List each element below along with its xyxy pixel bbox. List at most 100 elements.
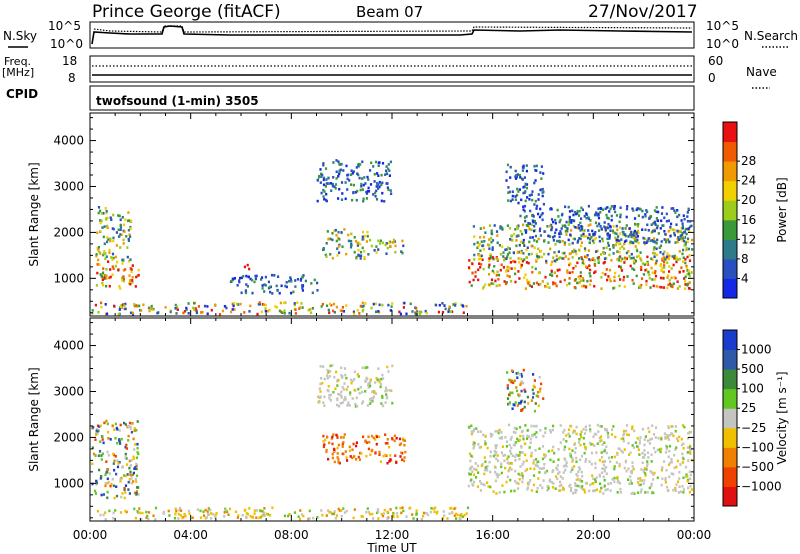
power-cell — [473, 253, 476, 257]
power-cell — [678, 238, 681, 241]
power-cell — [447, 308, 451, 311]
power-cell — [505, 257, 508, 261]
power-cell — [608, 277, 611, 281]
velocity-cell — [386, 365, 389, 369]
power-cell — [525, 224, 528, 227]
velocity-cell — [583, 488, 586, 492]
power-cell — [653, 209, 656, 212]
power-cell — [112, 213, 115, 217]
velocity-cell — [386, 517, 389, 520]
power-cell — [636, 249, 639, 253]
power-cell — [102, 273, 105, 276]
power-cell — [478, 254, 481, 257]
velocity-cell — [329, 393, 332, 397]
power-cell — [102, 253, 105, 257]
power-cell — [530, 285, 533, 288]
power-cell — [671, 285, 674, 289]
power-cell — [652, 284, 655, 288]
power-cell — [619, 206, 622, 209]
power-cell — [553, 251, 556, 254]
power-cell — [507, 191, 510, 194]
power-cell — [641, 209, 644, 213]
power-cell — [528, 198, 531, 201]
velocity-cell — [678, 470, 681, 474]
power-cell — [384, 243, 387, 247]
velocity-cell — [496, 454, 499, 457]
power-cell — [96, 231, 99, 235]
velocity-cell — [625, 469, 628, 473]
power-cell — [680, 233, 683, 237]
power-cell — [114, 264, 117, 268]
velocity-cell — [174, 512, 177, 516]
velocity-cell — [552, 469, 555, 472]
cbar-power-swatch — [723, 200, 737, 221]
velocity-cell — [600, 451, 603, 454]
power-cell — [683, 236, 687, 239]
velocity-cell — [147, 517, 150, 521]
power-cell — [454, 304, 457, 307]
velocity-cell — [376, 508, 379, 511]
velocity-cell — [381, 404, 385, 408]
velocity-cell — [559, 480, 562, 484]
velocity-cell — [667, 455, 670, 459]
velocity-cell — [647, 426, 650, 430]
power-cell — [150, 307, 153, 311]
velocity-cell — [571, 456, 574, 460]
velocity-cell — [349, 455, 352, 458]
velocity-cell — [339, 402, 342, 405]
velocity-cell — [520, 375, 524, 378]
power-cell — [591, 229, 594, 233]
power-cell — [627, 235, 630, 238]
power-cell — [636, 238, 639, 242]
velocity-cell — [632, 446, 636, 449]
power-cell — [385, 169, 388, 173]
velocity-cell — [207, 507, 210, 510]
power-cell — [95, 284, 98, 287]
velocity-cell — [583, 490, 586, 494]
power-cell — [500, 263, 503, 267]
power-cell — [633, 231, 636, 234]
power-cell — [615, 232, 618, 236]
power-cell — [240, 276, 243, 280]
power-cell — [319, 168, 322, 171]
velocity-cell — [372, 517, 375, 520]
power-cell — [350, 183, 353, 186]
velocity-cell — [263, 514, 266, 517]
power-cell — [322, 178, 325, 182]
velocity-cell — [127, 425, 130, 428]
power-cell — [646, 210, 649, 214]
cbar-velocity-tick-label: 100 — [741, 382, 764, 396]
power-cell — [193, 301, 196, 305]
velocity-cell — [283, 514, 286, 518]
power-cell — [691, 248, 694, 251]
power-cell — [604, 226, 607, 230]
power-cell — [509, 257, 512, 260]
power-cell — [565, 233, 568, 236]
power-cell — [389, 244, 392, 248]
power-cell — [636, 229, 639, 233]
freq-panel: Freq. [MHz] 18 8 60 0 Nave — [2, 54, 777, 89]
power-cell — [365, 192, 369, 195]
velocity-cell — [532, 483, 536, 487]
velocity-cell — [600, 439, 603, 442]
power-cell — [629, 240, 632, 244]
velocity-cell — [118, 429, 121, 432]
power-cell — [197, 305, 200, 308]
velocity-cell — [91, 462, 94, 466]
velocity-cell — [589, 429, 592, 433]
velocity-cell — [591, 443, 594, 446]
velocity-cell — [351, 456, 354, 460]
power-cell — [288, 279, 291, 283]
power-cell — [294, 279, 297, 282]
velocity-cell — [490, 435, 493, 438]
velocity-cell — [344, 373, 347, 377]
velocity-cell — [555, 466, 558, 470]
power-cell — [97, 311, 100, 314]
power-cell — [248, 267, 251, 271]
velocity-cell — [331, 452, 334, 456]
power-cell — [135, 304, 138, 307]
velocity-cell — [672, 472, 675, 476]
power-cell — [545, 285, 548, 289]
power-cell — [402, 306, 405, 309]
velocity-cell — [594, 478, 597, 481]
